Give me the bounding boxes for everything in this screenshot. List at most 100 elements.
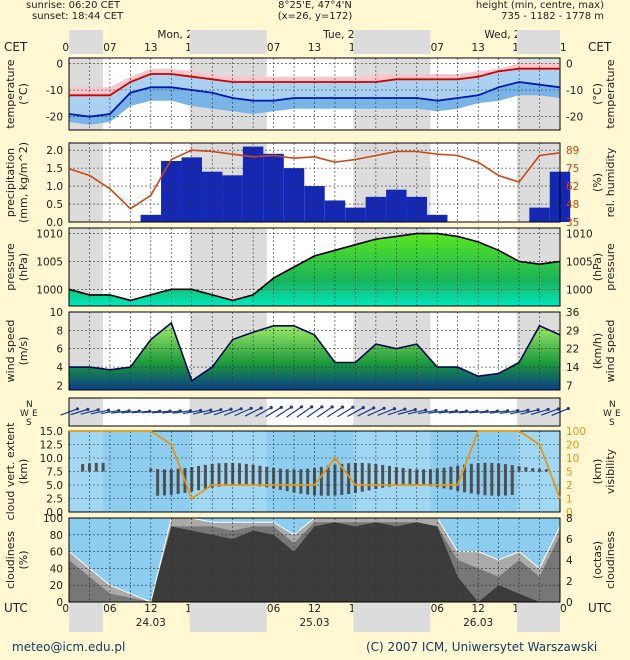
wind-arrow xyxy=(418,409,436,415)
top-hour-label: 07 xyxy=(103,42,116,54)
compass-south: S xyxy=(26,418,32,428)
humidity-y2tick: 35 xyxy=(566,217,579,229)
wind-arrow-head xyxy=(310,405,314,409)
wind-arrow-head xyxy=(259,406,263,410)
precipitation-ytick: 1.0 xyxy=(46,181,63,193)
wind-arrow xyxy=(377,408,395,416)
wind-arrow-head xyxy=(536,408,540,412)
visibility-y2tick: 100 xyxy=(566,426,586,438)
wind-kmh-y2tick: 14 xyxy=(566,362,580,374)
wind-arrow xyxy=(162,410,181,414)
wind-arrow-head xyxy=(340,405,345,409)
bottom-tz-left: UTC xyxy=(4,601,28,615)
precipitation-bar xyxy=(406,196,428,222)
cloud-extent-axis-label: cloud vert. extent xyxy=(4,422,17,521)
visibility-y2tick: 5 xyxy=(566,467,573,479)
wind-arrow xyxy=(152,410,171,414)
wind-arrow xyxy=(275,406,292,418)
pressure-ytick: 1005 xyxy=(36,256,63,268)
temperature-line xyxy=(69,67,560,97)
grid-point-text: (x=26, y=172) xyxy=(277,11,353,22)
precipitation-ytick: 0.5 xyxy=(46,199,63,211)
precipitation-bar xyxy=(140,214,162,222)
wind-arrow xyxy=(213,408,232,416)
visibility-axis-label: (km) xyxy=(591,459,604,485)
wind-arrow xyxy=(111,410,130,414)
pressure-frame xyxy=(68,227,561,307)
cloudiness-ytick: 20 xyxy=(50,580,63,592)
wind-arrow-head xyxy=(434,408,438,413)
visibility-y2tick: 2 xyxy=(566,480,573,492)
wind-arrow xyxy=(510,409,529,415)
temperature-axis-label-right: temperature xyxy=(604,59,617,128)
wind-arrow xyxy=(489,410,508,414)
cloud-extent-axis-label: (km) xyxy=(17,459,30,485)
pressure-line xyxy=(68,232,561,302)
pressure-panel xyxy=(68,227,561,307)
pressure-axis-label: (hPa) xyxy=(17,253,30,281)
bottom-hour-label: 12 xyxy=(308,603,321,615)
precipitation-axis-label: (mm, kg/m^2) xyxy=(17,142,30,223)
wind-arrow xyxy=(541,408,559,416)
pressure-y2tick: 1010 xyxy=(566,229,593,241)
wind-arrow-head xyxy=(106,408,111,412)
temperature-y2tick: 0 xyxy=(566,58,573,70)
cloud-extent-ytick: 0.0 xyxy=(46,507,63,519)
bottom-date-label: 24.03 xyxy=(136,617,166,629)
cloudiness-octas-y2tick: 6 xyxy=(566,534,573,546)
wind-kmh-y2tick: 36 xyxy=(566,307,580,319)
wind-arrow-head xyxy=(392,407,397,411)
cloudiness-octas-y2tick: 0 xyxy=(566,597,573,609)
wind-arrow xyxy=(499,410,518,414)
wind-arrow xyxy=(224,408,242,416)
pressure-axis-label-right: pressure xyxy=(604,243,617,291)
wind-ytick: 4 xyxy=(56,362,63,374)
wind-arrow xyxy=(448,410,467,414)
cloudiness-frame xyxy=(68,517,561,603)
cloudiness-octas-y2tick: 4 xyxy=(566,555,573,567)
wind-arrow xyxy=(397,409,416,415)
temperature-panel xyxy=(68,57,561,131)
wind-arrow xyxy=(296,406,312,418)
precipitation-bar xyxy=(386,189,407,222)
precipitation-panel xyxy=(68,142,571,223)
wind-axis-label: (m/s) xyxy=(17,337,30,366)
precipitation-frame xyxy=(68,142,561,223)
wind-arrow-head xyxy=(361,405,365,410)
wind-arrow xyxy=(80,409,99,415)
bottom-date-label: 26.03 xyxy=(463,617,493,629)
bottom-hour-label: 12 xyxy=(144,603,157,615)
temperature-dew-band xyxy=(69,68,560,117)
precipitation-bar xyxy=(529,207,550,222)
wind-arrow-head xyxy=(330,405,334,409)
wind-arrow-head xyxy=(96,408,100,412)
wind-arrow xyxy=(357,407,374,417)
cloud-extent-ytick: 15.0 xyxy=(40,426,63,438)
wind-arrow xyxy=(234,407,252,417)
pressure-ytick: 1010 xyxy=(36,229,63,241)
cloudiness-ytick: 60 xyxy=(50,547,63,559)
visibility-line xyxy=(69,430,561,500)
compass-north: N xyxy=(609,400,616,410)
wind-direction-panel xyxy=(60,397,570,427)
visibility-y2tick: 20 xyxy=(566,440,579,452)
wind-axis-label-right: (km/h) xyxy=(591,333,604,369)
wind-arrow xyxy=(286,406,302,418)
visibility-y2tick: 1 xyxy=(566,494,573,506)
wind-arrow-head xyxy=(403,407,407,411)
cloudiness-ytick: 0 xyxy=(56,597,63,609)
bottom-date-label: 25.03 xyxy=(299,617,329,629)
wind-arrow xyxy=(347,407,364,417)
footer-email[interactable]: meteo@icm.edu.pl xyxy=(12,640,126,654)
wind-arrow-head xyxy=(219,408,223,412)
wind-arrow xyxy=(141,410,160,414)
wind-arrow xyxy=(90,409,109,415)
wind-ytick: 6 xyxy=(56,344,63,356)
precipitation-bar xyxy=(181,157,202,222)
night-band xyxy=(517,602,560,632)
wind-kmh-y2tick: 29 xyxy=(566,325,579,337)
wind-arrow xyxy=(255,407,272,417)
cloudiness-axis-label: (%) xyxy=(17,550,30,569)
wind-arrow-head xyxy=(86,407,90,411)
